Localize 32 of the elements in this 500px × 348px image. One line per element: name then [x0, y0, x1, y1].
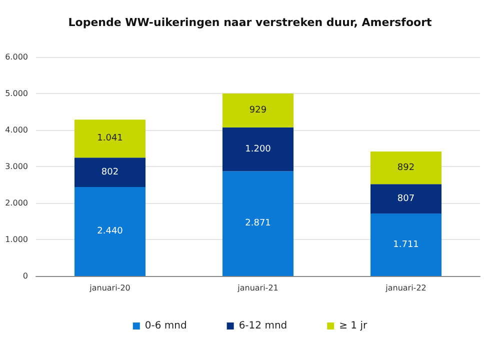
- bar: [74, 158, 146, 187]
- data-label: 1.711: [393, 240, 419, 250]
- data-label: 892: [397, 162, 415, 173]
- bar: [370, 214, 442, 276]
- y-tick-label: 0: [22, 272, 28, 280]
- bar: [370, 152, 442, 184]
- data-label: 2.871: [245, 218, 271, 229]
- legend-label: 6-12 mnd: [238, 320, 288, 332]
- data-label: 929: [249, 105, 267, 116]
- y-tick-label: 2.000: [5, 198, 28, 208]
- y-tick-label: 4.000: [5, 126, 28, 134]
- legend-label: 0-6 mnd: [144, 320, 187, 332]
- data-label: 1.200: [245, 144, 272, 154]
- x-tick-label: januari-20: [88, 284, 130, 292]
- y-tick-label: 5.000: [5, 89, 28, 98]
- chart-title: Lopende WW-uikeringen naar verstreken duur, Amersfoort: [68, 16, 432, 29]
- bar: [74, 186, 146, 276]
- data-label: 802: [101, 167, 119, 178]
- y-tick-label: 3.000: [5, 162, 28, 171]
- data-label: 807: [397, 194, 415, 204]
- bar: [222, 94, 294, 128]
- x-tick-label: januari-21: [236, 284, 278, 292]
- bar: [222, 171, 294, 276]
- x-tick-label: januari-22: [384, 284, 426, 292]
- bar: [370, 184, 442, 214]
- bar: [74, 120, 146, 158]
- bar: [222, 127, 294, 172]
- y-tick-label: 1.000: [5, 235, 28, 244]
- legend-label: ≥ 1 jr: [339, 320, 368, 332]
- data-label: 1.041: [97, 134, 123, 144]
- y-tick-label: 6.000: [5, 52, 28, 62]
- data-label: 2.440: [97, 226, 124, 236]
